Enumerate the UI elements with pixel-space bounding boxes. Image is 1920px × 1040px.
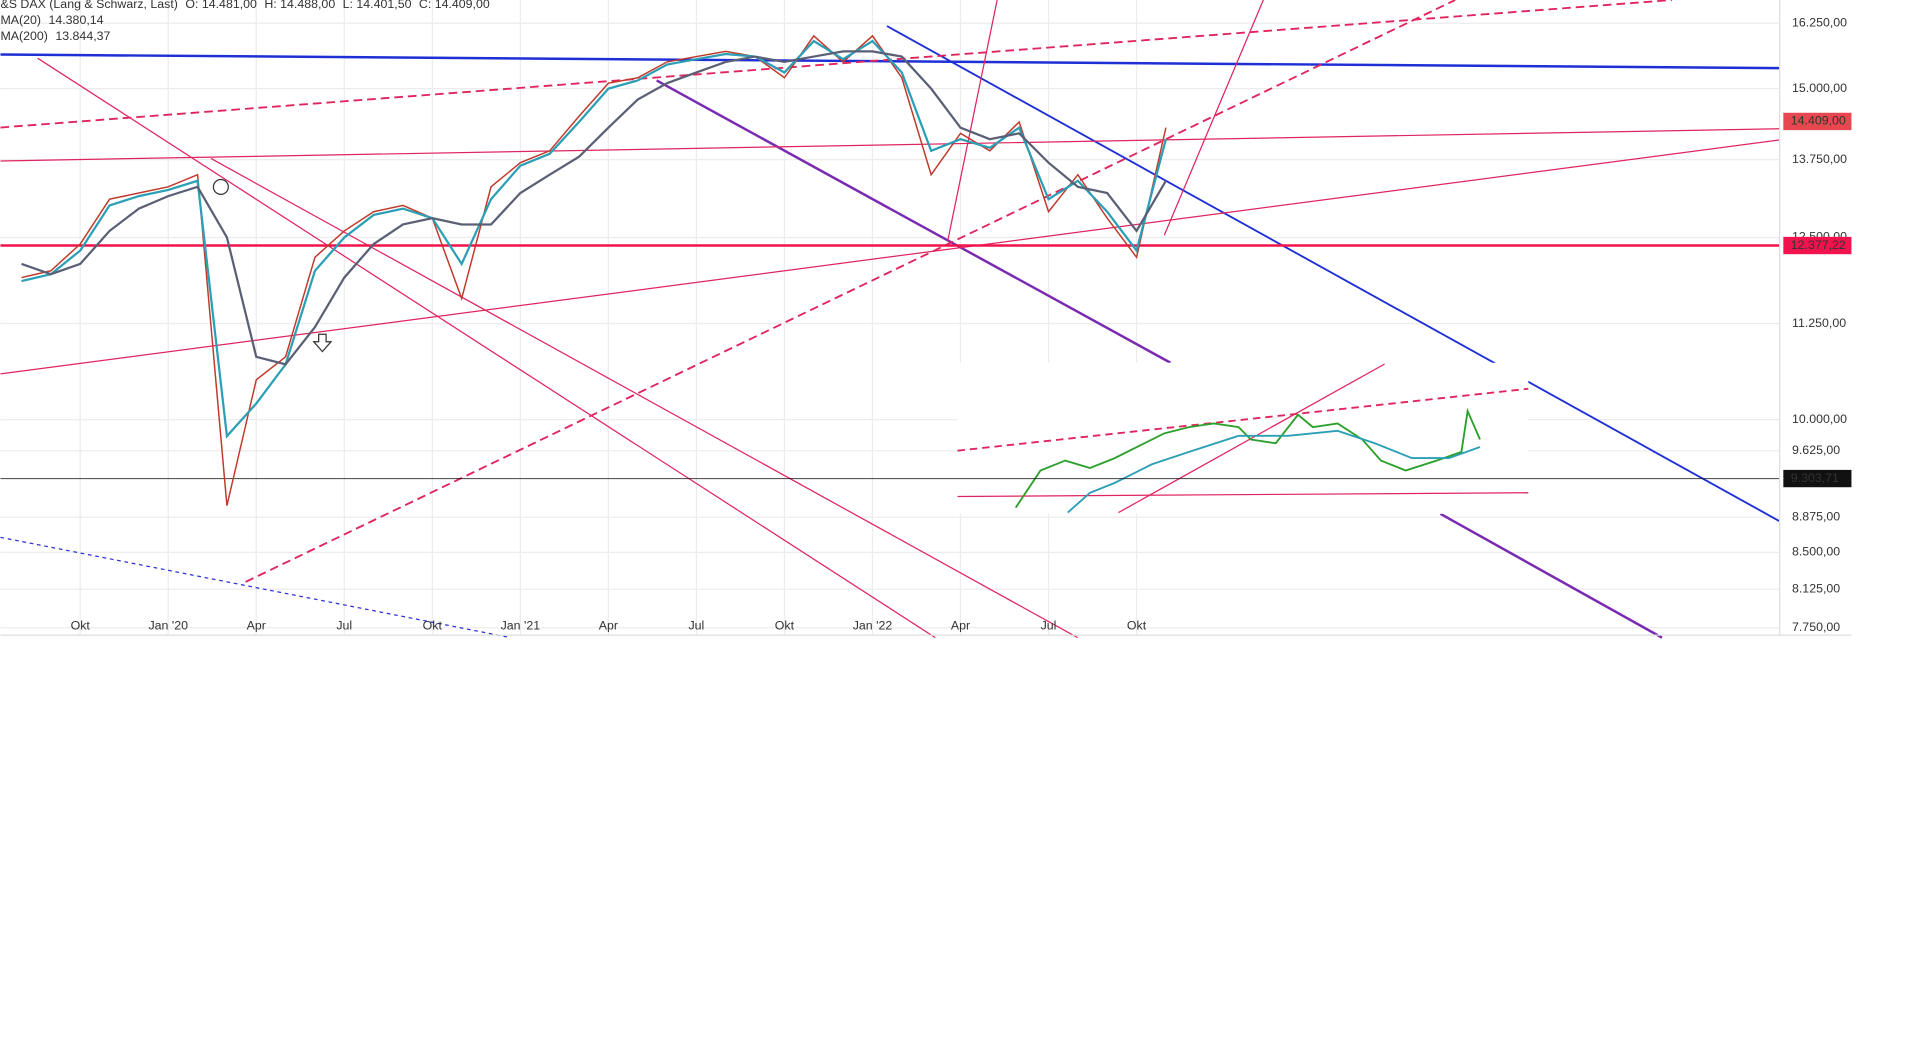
legend-entry: MA(20) 14.380,14	[0, 13, 103, 27]
trend-line	[1163, 0, 1264, 236]
x-tick-label: Jan '20	[148, 619, 188, 633]
inset-line	[1118, 363, 1385, 514]
price-badge	[1783, 236, 1852, 255]
y-tick-label: 7.750,00	[1792, 620, 1840, 634]
inset-background	[957, 362, 1529, 514]
legend-name: &S DAX (Lang & Schwarz, Last)	[0, 0, 177, 11]
trend-line	[245, 0, 1456, 583]
marker-circle	[212, 178, 229, 195]
ohlc-label: L: 14.401,50	[343, 0, 412, 11]
y-tick-label: 15.000,00	[1792, 81, 1847, 95]
grid	[0, 0, 1780, 636]
y-tick-label: 16.250,00	[1792, 16, 1847, 30]
trend-line	[947, 0, 998, 242]
legend: &S DAX (Lang & Schwarz, Last) O: 14.481,0…	[0, 0, 489, 43]
trend-line	[0, 139, 1780, 375]
x-tick-label: Okt	[775, 619, 795, 633]
trend-line	[656, 79, 1172, 364]
y-tick-label: 11.250,00	[1792, 316, 1846, 330]
x-tick-label: Apr	[599, 619, 618, 633]
series-line	[21, 50, 1167, 366]
y-tick-label: 10.000,00	[1792, 412, 1847, 426]
ohlc-label: H: 14.488,00	[264, 0, 335, 11]
trend-line	[886, 25, 1781, 523]
trend-line	[0, 536, 511, 639]
legend-entry: &S DAX (Lang & Schwarz, Last) O: 14.481,0…	[0, 0, 489, 11]
y-tick-label: 13.750,00	[1792, 152, 1847, 166]
price-badge-label: 14.409,00	[1791, 114, 1846, 128]
trend-line	[0, 0, 1672, 129]
x-tick-label: Jan '21	[501, 619, 541, 633]
inset-ma	[1067, 429, 1481, 514]
x-tick-label: Okt	[1127, 619, 1147, 633]
axes: 16.250,0015.000,0013.750,0012.500,0011.2…	[0, 0, 1852, 636]
series-line	[21, 34, 1167, 506]
legend-name: MA(200)	[0, 29, 47, 43]
x-tick-label: Apr	[951, 619, 970, 633]
series-line	[21, 39, 1167, 439]
ohlc-label: O: 14.481,00	[185, 0, 257, 11]
x-tick-label: Jul	[688, 619, 704, 633]
price-badge	[1783, 469, 1852, 488]
marker-arrow	[312, 333, 333, 353]
legend-value: 14.380,14	[48, 13, 103, 27]
trend-line	[37, 57, 936, 639]
x-tick-label: Okt	[423, 619, 443, 633]
y-tick-label: 8.500,00	[1792, 545, 1840, 559]
price-badge	[1783, 112, 1852, 131]
trend-line	[1439, 512, 1663, 639]
inset-line	[957, 387, 1529, 452]
x-tick-label: Okt	[71, 619, 91, 633]
plot-area	[0, 34, 1780, 506]
inset-price	[1014, 407, 1481, 509]
x-tick-label: Jul	[1041, 619, 1057, 633]
trend-lines	[0, 0, 1781, 639]
price-badge-label: 9.303,71	[1791, 471, 1839, 485]
legend-name: MA(20)	[0, 13, 41, 27]
trend-line	[0, 128, 1780, 162]
x-tick-label: Apr	[247, 619, 266, 633]
legend-entry: MA(200) 13.844,37	[0, 29, 110, 43]
trend-line	[210, 157, 1078, 639]
inset-chart	[957, 362, 1529, 514]
y-tick-label: 8.125,00	[1792, 581, 1840, 595]
y-tick-label: 8.875,00	[1792, 509, 1840, 523]
x-tick-label: Jan '22	[853, 619, 893, 633]
ohlc-label: C: 14.409,00	[419, 0, 490, 11]
price-badge-label: 12.377,22	[1791, 238, 1846, 252]
y-tick-label: 9.625,00	[1792, 443, 1840, 457]
legend-value: 13.844,37	[55, 29, 110, 43]
x-tick-label: Jul	[336, 619, 352, 633]
inset-line	[957, 492, 1529, 498]
